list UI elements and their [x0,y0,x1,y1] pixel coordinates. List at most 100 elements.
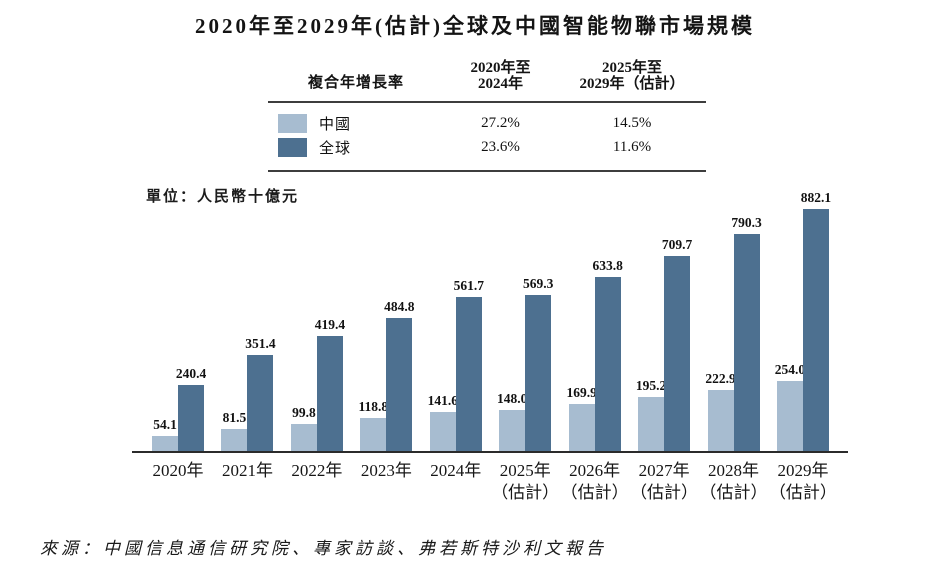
x-axis-label-line: 2027年 [638,461,690,480]
x-axis-label-2023年: 2023年 [360,460,412,504]
bar-value-label: 254.0 [774,362,806,377]
bar-中國-2025年: 148.0 [497,391,527,451]
bar-全球-2027年: 709.7 [662,237,692,451]
chart-title: 2020年至2029年(估計)全球及中國智能物聯市場規模 [195,14,755,38]
plot-area: 54.1 240.4 81.5 351.4 99.8 419.4 118.8 484.8 141… [132,190,848,453]
bar-value-label: 240.4 [175,366,207,381]
bar-value-label: 351.4 [245,336,276,351]
x-axis-label-2027年: 2027年 （估計） [630,460,698,504]
x-axis-label-line: 2023年 [360,461,412,480]
bar-value-label: 169.9 [566,385,597,400]
bar-group-2023年: 118.8 484.8 [358,299,415,451]
bar-全球-2022年: 419.4 [315,317,345,451]
bar-group-2028年: 222.9 790.3 [705,215,762,451]
cagr-table-header: 複合年增長率 2020年至 2024年 2025年至 2029年（估計） [268,60,706,103]
bar-value-label: 790.3 [731,215,762,230]
bar-value-label: 561.7 [453,278,484,293]
x-axis-label-line: 2028年 [708,461,759,480]
x-axis-label-2021年: 2021年 [221,460,273,504]
period-1-line-1: 2020年至 [470,60,531,76]
bar-group-2024年: 141.6 561.7 [428,278,484,451]
bar-全球-2028年: 790.3 [731,215,762,451]
x-axis-label-line: 2021年 [221,461,273,480]
cagr-header-period-1: 2020年至 2024年 [443,60,558,92]
bar-group-2027年: 195.2 709.7 [636,237,692,451]
bar-group-2022年: 99.8 419.4 [290,317,345,451]
x-axis-label-2022年: 2022年 [291,460,343,504]
x-axis-label-line: （估計） [699,483,768,502]
bar-value-label: 633.8 [592,258,623,273]
period-2-line-1: 2025年至 [601,60,662,76]
bar-value-label: 54.1 [153,417,177,432]
global-cagr-2020-2024: 23.6% [481,139,520,155]
bar-中國-2020年: 54.1 [152,417,178,451]
bar-value-label: 709.7 [661,237,693,252]
x-axis-label-line: （估計） [491,483,560,502]
china-cagr-2020-2024: 27.2% [481,115,520,131]
bar-value-label: 81.5 [222,410,247,425]
bar-中國-2021年: 81.5 [221,410,248,451]
cagr-header-period-2: 2025年至 2029年（估計） [558,60,706,92]
cagr-table-body: 中國 27.2% 14.5% 全球 23.6% 11.6% [268,103,706,172]
bar-group-2025年: 148.0 569.3 [497,276,553,451]
bar-value-label: 195.2 [635,378,667,393]
x-axis-label-line: 2022年 [291,461,343,480]
bar-value-label: 118.8 [358,399,389,414]
china-series-label: 中國 [319,117,352,133]
bar-中國-2027年: 195.2 [636,378,666,451]
bar-中國-2028年: 222.9 [705,371,736,451]
cagr-table: 複合年增長率 2020年至 2024年 2025年至 2029年（估計） 中國 … [268,60,706,172]
x-axis-label-line: 2025年 [499,461,551,480]
bar-value-label: 141.6 [427,393,458,408]
global-legend-swatch [278,138,307,157]
bar-value-label: 222.9 [705,371,736,386]
bar-value-label: 419.4 [314,317,346,332]
x-axis-label-2024年: 2024年 [430,460,482,504]
bar-group-2029年: 254.0 882.1 [775,190,831,451]
bar-全球-2020年: 240.4 [176,366,206,451]
unit-label: 單位：人民幣十億元 [146,187,300,205]
x-axis-label-2028年: 2028年 （估計） [700,460,768,504]
bar-全球-2026年: 633.8 [592,258,623,451]
bar-value-label: 99.8 [292,405,316,420]
x-axis-label-2025年: 2025年 （估計） [491,460,559,504]
x-axis-label-line: 2020年 [152,461,204,480]
bar-中國-2022年: 99.8 [290,405,317,451]
bar-group-2026年: 169.9 633.8 [566,258,623,451]
bar-value-label: 148.0 [497,391,528,406]
period-1-line-2: 2024年 [477,76,523,92]
x-axis-label-line: （估計） [768,483,837,502]
bar-chart: 54.1 240.4 81.5 351.4 99.8 419.4 118.8 484.8 141… [132,190,848,504]
x-axis-label-line: 2029年 [777,461,829,480]
bar-value-label: 484.8 [384,299,415,314]
x-axis-label-2029年: 2029年 （估計） [769,460,837,504]
source-note: 來源：中國信息通信研究院、專家訪談、弗若斯特沙利文報告 [40,539,607,558]
x-axis-label-2020年: 2020年 [152,460,204,504]
bar-中國-2029年: 254.0 [775,362,805,451]
bar-全球-2025年: 569.3 [523,276,553,451]
global-cagr-2025-2029: 11.6% [612,139,652,155]
bar-全球-2029年: 882.1 [801,190,831,451]
bar-value-label: 882.1 [800,190,832,205]
china-cagr-2025-2029: 14.5% [612,115,652,131]
bar-group-2021年: 81.5 351.4 [221,336,276,451]
bar-全球-2024年: 561.7 [454,278,484,451]
bar-全球-2021年: 351.4 [245,336,276,451]
global-series-label: 全球 [319,141,352,157]
x-axis-label-line: 2026年 [569,461,621,480]
x-axis-label-2026年: 2026年 （估計） [561,460,629,504]
bar-中國-2023年: 118.8 [358,399,388,451]
bar-全球-2023年: 484.8 [384,299,415,451]
period-2-line-2: 2029年（估計） [579,76,685,92]
bar-group-2020年: 54.1 240.4 [152,366,206,451]
x-axis-label-line: （估計） [630,483,699,502]
bar-中國-2026年: 169.9 [566,385,597,451]
x-axis-label-line: （估計） [560,483,629,502]
bar-value-label: 569.3 [523,276,554,291]
x-axis-labels: 2020年 2021年 2022年 2023年 2024年 2025年 （估計） 2026年 （… [132,460,848,504]
cagr-row-global: 全球 23.6% 11.6% [268,136,706,159]
bar-中國-2024年: 141.6 [428,393,458,451]
cagr-row-china: 中國 27.2% 14.5% [268,112,706,135]
cagr-header-label: 複合年增長率 [308,75,405,91]
